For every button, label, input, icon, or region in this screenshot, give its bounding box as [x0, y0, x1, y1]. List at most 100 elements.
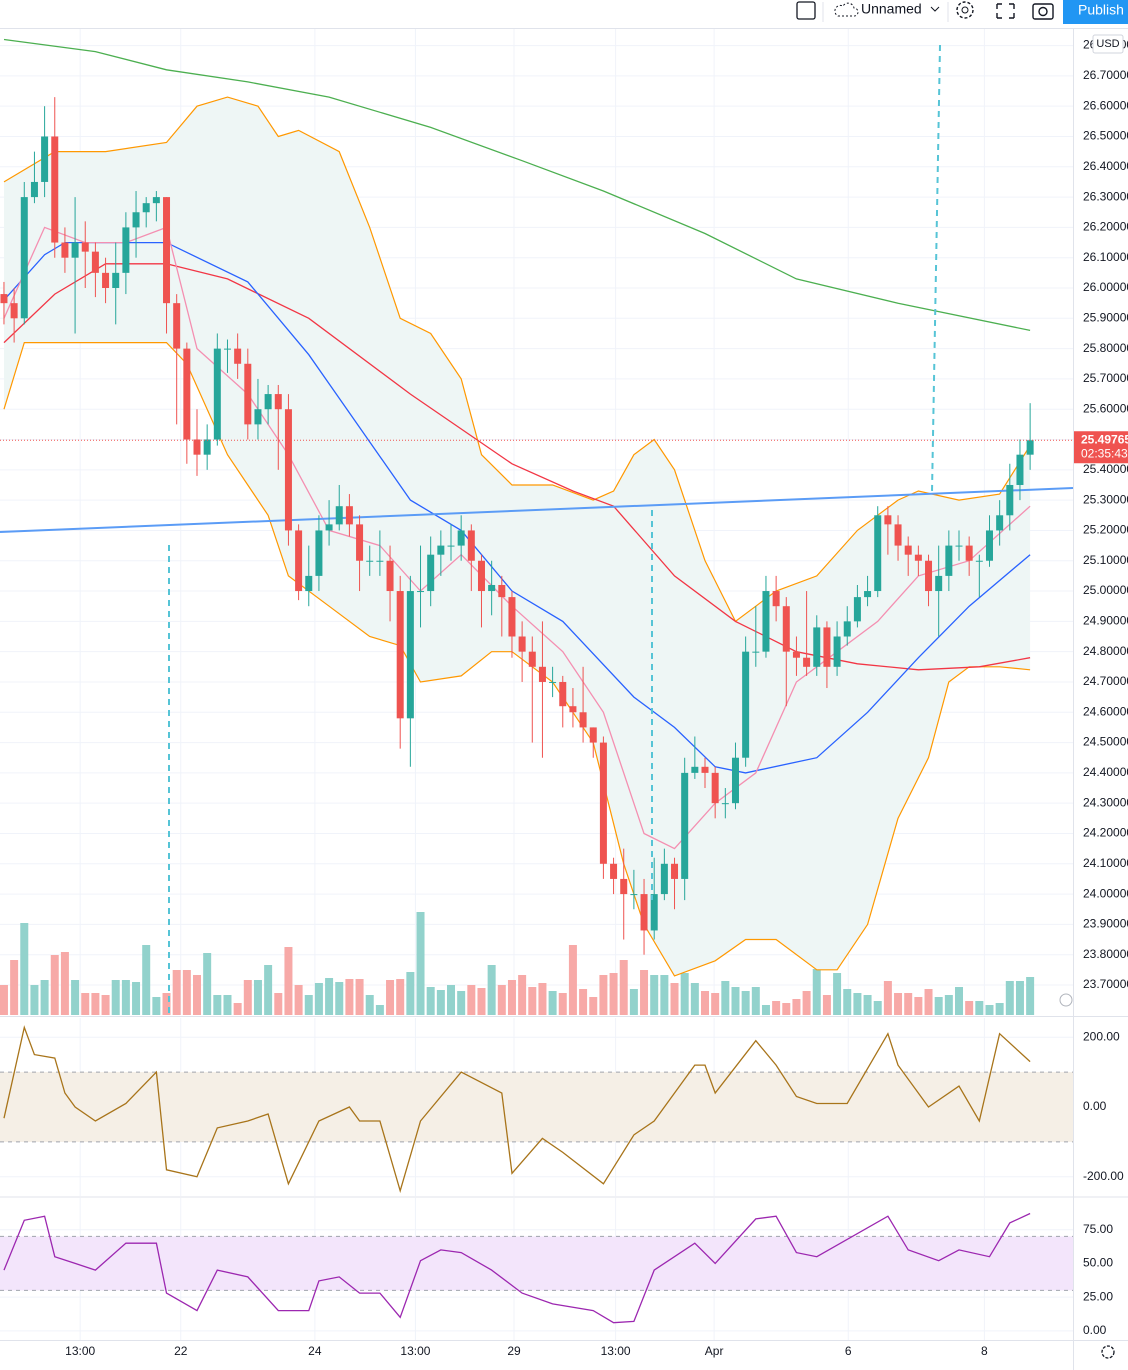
- y-tick-label: 25.70000: [1083, 371, 1128, 385]
- candle-body: [305, 575, 313, 592]
- y-tick-label: 24.80000: [1083, 644, 1128, 658]
- x-tick-label: 13:00: [65, 1344, 95, 1358]
- volume-bar: [91, 993, 100, 1015]
- y-tick-label: 26.50000: [1083, 129, 1128, 143]
- candle-body: [122, 227, 130, 273]
- candle-body: [945, 545, 953, 576]
- x-tick-label: 6: [845, 1344, 852, 1358]
- bollinger-fill: [4, 97, 1031, 976]
- volume-bar: [965, 1001, 974, 1015]
- volume-bar: [162, 993, 171, 1015]
- overlay: 13:00 22 24 13:00 29 13:00 Apr 6 8 25.4976502:35:…: [65, 34, 1128, 1358]
- y-tick-label: 25.80000: [1083, 341, 1128, 355]
- y-tick-label: 24.60000: [1083, 704, 1128, 718]
- settings-icon[interactable]: [1101, 1345, 1115, 1359]
- indicator-line: [3, 38, 1031, 332]
- publish-button[interactable]: [1063, 0, 1128, 24]
- volume-bar: [264, 965, 273, 1015]
- volume-bar: [20, 923, 29, 1015]
- candle-body: [457, 530, 465, 546]
- toolbar: [0, 0, 1128, 28]
- y-tick-label: 26.00000: [1083, 280, 1128, 294]
- candle-body: [955, 545, 963, 547]
- volume-bar: [325, 978, 334, 1015]
- publish-label[interactable]: Publish: [1078, 2, 1124, 18]
- candle-body: [284, 409, 292, 531]
- y-tick-label: -200.00: [1083, 1169, 1124, 1183]
- indicator-line: [0, 487, 1073, 533]
- settings-icon-core: [961, 6, 969, 14]
- candle-body: [20, 197, 28, 319]
- volume-bar: [863, 995, 872, 1015]
- dropdown-arrow[interactable]: [930, 6, 940, 12]
- volume-bar: [772, 1001, 781, 1015]
- candle-body: [528, 651, 536, 667]
- candle-body: [81, 242, 89, 252]
- volume-bar: [914, 997, 923, 1015]
- volume-bar: [802, 991, 811, 1015]
- candle-body: [925, 560, 933, 592]
- candle-body: [975, 560, 983, 562]
- candle-body: [559, 681, 567, 707]
- last-price-label: 25.49765: [1081, 432, 1128, 446]
- volume-bar: [690, 983, 699, 1015]
- snapshot-lens: [1038, 6, 1048, 17]
- volume-bar: [721, 981, 730, 1015]
- volume-bar: [294, 985, 303, 1015]
- y-tick-label: 23.90000: [1083, 917, 1128, 931]
- volume-bar: [172, 970, 181, 1015]
- candle-body: [833, 636, 841, 667]
- candle-body: [549, 681, 557, 683]
- volume-bar: [60, 952, 69, 1015]
- volume-bar: [152, 997, 161, 1015]
- volume-bar: [650, 975, 659, 1015]
- candle-body: [650, 894, 658, 931]
- y-tick-label: 23.80000: [1083, 947, 1128, 961]
- candle-body: [112, 272, 120, 289]
- countdown: 02:35:43: [1081, 446, 1128, 460]
- candle-body: [904, 545, 912, 555]
- candle-body: [752, 651, 760, 653]
- candle-body: [508, 597, 516, 637]
- volume-bar: [467, 985, 476, 1015]
- volume-bar: [934, 997, 943, 1015]
- candle-body: [762, 591, 770, 652]
- volume-bar: [355, 979, 364, 1015]
- currency-badge: [1092, 34, 1124, 54]
- candle-body: [731, 757, 739, 804]
- candle-body: [295, 530, 303, 592]
- volume-bar: [619, 960, 628, 1015]
- volume-bar: [995, 1003, 1004, 1015]
- candle-body: [437, 545, 445, 555]
- volume-bar: [132, 982, 141, 1015]
- x-tick-label: 22: [174, 1344, 188, 1358]
- candle-body: [813, 627, 821, 667]
- fullscreen-icon[interactable]: [996, 3, 1015, 19]
- candle-body: [223, 348, 231, 350]
- snapshot-icon[interactable]: [1032, 3, 1054, 20]
- candle-body: [234, 348, 242, 364]
- settings-icon[interactable]: [956, 1, 974, 19]
- volume-bar: [660, 975, 669, 1015]
- candle-body: [71, 242, 79, 258]
- candle-body: [671, 863, 679, 879]
- candle-body: [102, 272, 110, 289]
- candle-body: [498, 584, 506, 598]
- volume-bar: [792, 999, 801, 1015]
- candle-body: [356, 524, 364, 561]
- volume-bar: [101, 995, 110, 1015]
- candle-body: [782, 606, 790, 652]
- candle-body: [10, 303, 18, 319]
- volume-bar: [640, 970, 649, 1015]
- indicator-line: [3, 263, 1031, 671]
- y-tick-label: 25.60000: [1083, 401, 1128, 415]
- candle-body: [965, 545, 973, 561]
- vertical-dashed-line: [931, 44, 941, 493]
- volume-bar: [40, 980, 49, 1015]
- candle-body: [914, 554, 922, 561]
- volume-bar: [761, 1005, 770, 1015]
- candle-body: [1026, 440, 1034, 455]
- layout-name[interactable]: Unnamed: [861, 1, 922, 17]
- select-icon[interactable]: [796, 1, 816, 20]
- volume-bar: [609, 973, 618, 1015]
